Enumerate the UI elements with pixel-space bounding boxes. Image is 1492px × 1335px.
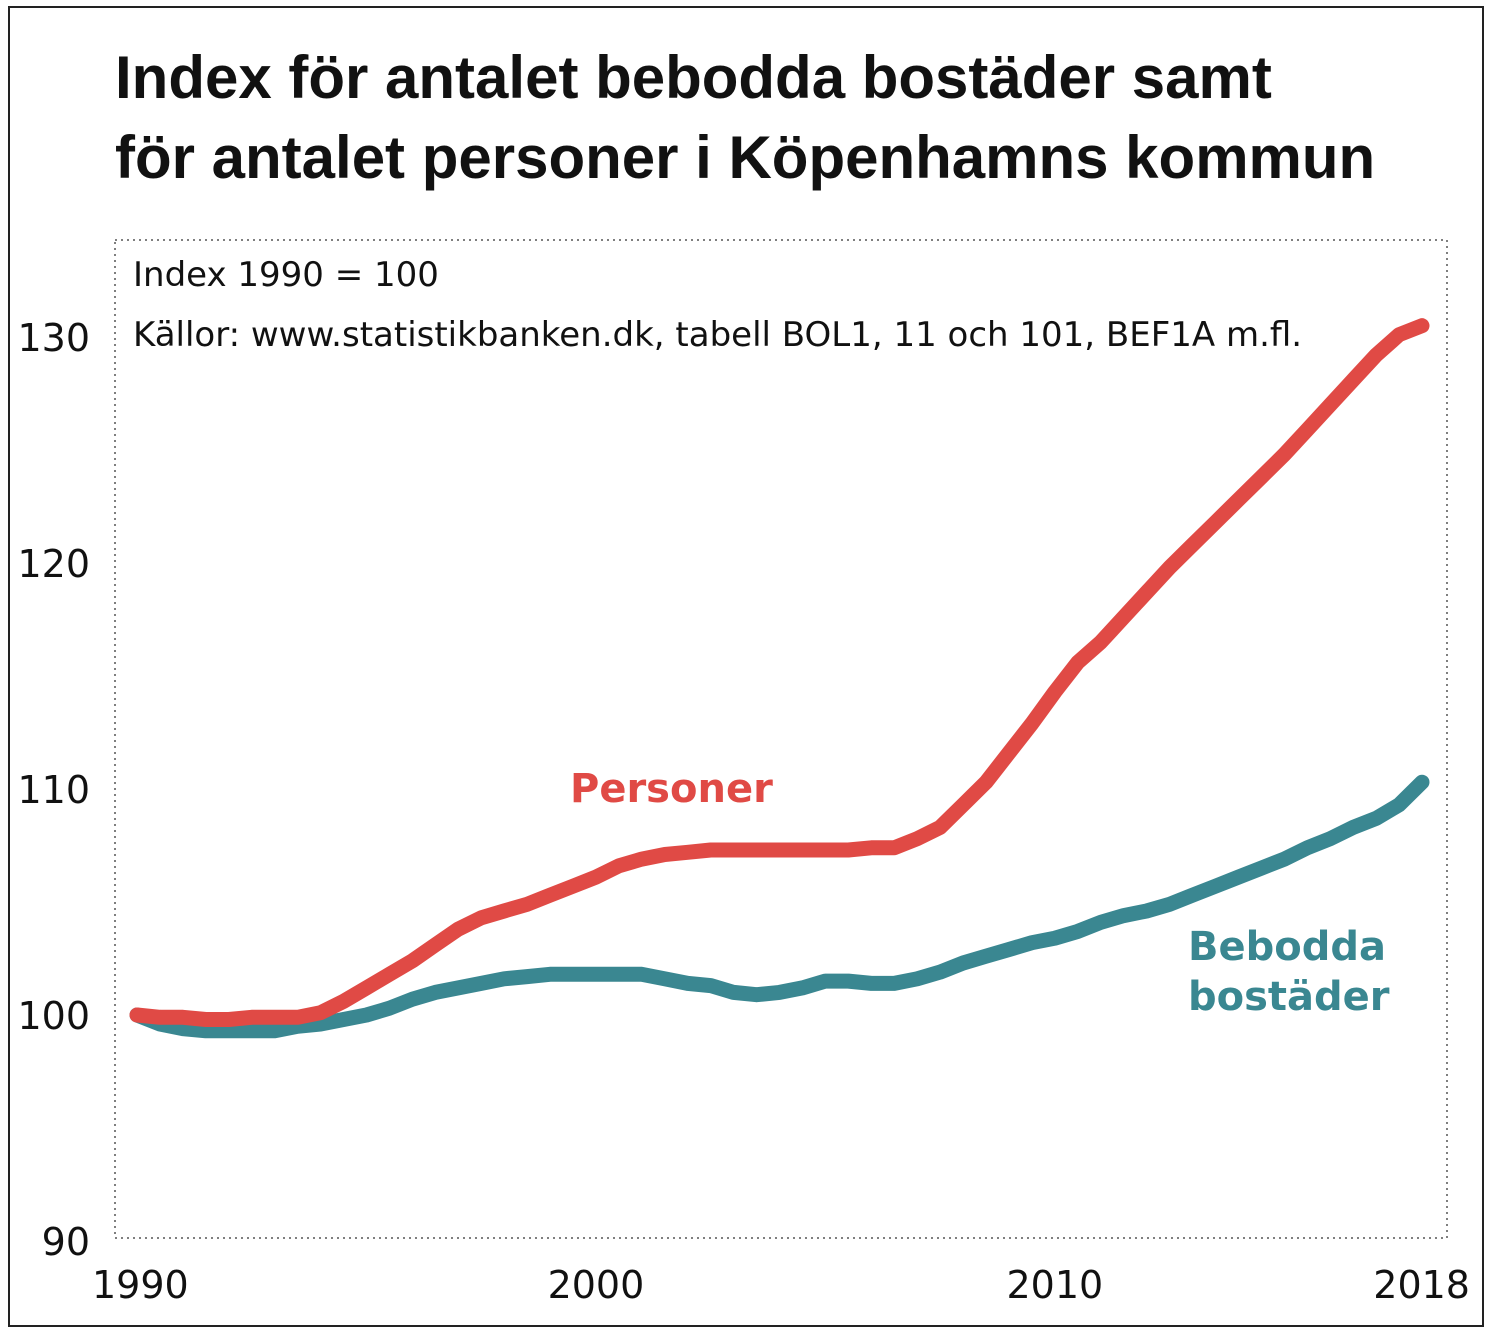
series-lines: [129, 318, 1430, 1039]
x-tick-label-2018: 2018: [1373, 1263, 1470, 1307]
x-tick-label-2010: 2010: [1006, 1263, 1103, 1307]
annotation-sources: Källor: www.statistikbanken.dk, tabell B…: [133, 315, 1302, 355]
y-tick-label-130: 130: [17, 316, 90, 360]
y-tick-label-100: 100: [17, 994, 90, 1038]
x-axis-tick-labels: 1990 2000 2010 2018: [92, 1263, 1470, 1307]
plot-area-border: [114, 239, 1448, 1239]
x-tick-label-2000: 2000: [548, 1263, 645, 1307]
y-tick-label-90: 90: [42, 1220, 90, 1264]
x-tick-label-1990: 1990: [92, 1263, 189, 1307]
series-line-bebodda-bostader: [129, 774, 1430, 1039]
y-tick-label-120: 120: [17, 542, 90, 586]
chart-title: Index för antalet bebodda bostäder samt …: [115, 38, 1455, 198]
annotation-index-base: Index 1990 = 100: [133, 255, 439, 295]
y-axis-tick-labels: 130 120 110 100 90: [17, 316, 90, 1264]
series-label-bebodda-bostader-2: bostäder: [1188, 974, 1390, 1020]
y-tick-label-110: 110: [17, 768, 90, 812]
chart-title-line-1: Index för antalet bebodda bostäder samt: [115, 44, 1272, 111]
chart-title-line-2: för antalet personer i Köpenhamns kommun: [115, 124, 1376, 191]
series-line-personer: [129, 318, 1430, 1027]
series-label-bebodda-bostader-1: Bebodda: [1188, 924, 1386, 970]
chart-frame: [8, 6, 1484, 1327]
series-label-personer-1: Personer: [570, 766, 773, 812]
